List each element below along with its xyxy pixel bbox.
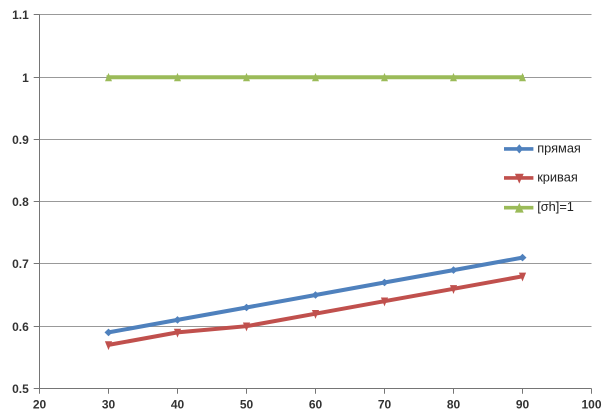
svg-text:60: 60 (309, 398, 323, 412)
svg-text:прямая: прямая (537, 140, 581, 155)
svg-text:1.1: 1.1 (12, 8, 29, 22)
svg-text:кривая: кривая (537, 169, 578, 184)
svg-text:50: 50 (240, 398, 254, 412)
svg-text:[σh]=1: [σh]=1 (537, 199, 574, 214)
svg-text:100: 100 (581, 398, 601, 412)
svg-text:0.7: 0.7 (12, 257, 29, 271)
svg-text:40: 40 (171, 398, 185, 412)
svg-text:1: 1 (22, 71, 29, 85)
svg-text:20: 20 (33, 398, 47, 412)
svg-text:0.8: 0.8 (12, 195, 29, 209)
svg-text:70: 70 (378, 398, 392, 412)
svg-text:0.5: 0.5 (12, 382, 29, 396)
svg-text:30: 30 (102, 398, 116, 412)
svg-text:0.6: 0.6 (12, 320, 29, 334)
svg-text:80: 80 (447, 398, 461, 412)
svg-text:0.9: 0.9 (12, 133, 29, 147)
svg-text:90: 90 (516, 398, 530, 412)
